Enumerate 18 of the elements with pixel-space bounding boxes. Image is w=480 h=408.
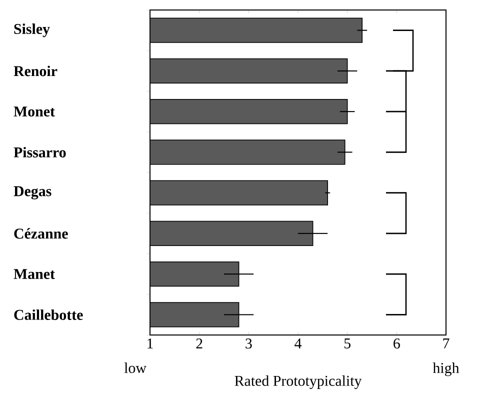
text: low [124,362,146,374]
x-tick-label: 6 [394,338,400,349]
y-tick-label: Cézanne [14,228,68,239]
x-tick-label: 1 [148,338,153,348]
y-tick-label: Caillebotte [14,309,83,320]
y-tick-label: Monet [14,106,55,117]
x-tick-label: 7 [443,338,450,348]
x-tick-label: 5 [344,338,350,348]
text: high [432,362,460,376]
y-tick-label: Manet [14,269,55,280]
x-axis-title: Rated Prototypicality [234,375,362,389]
x-tick-label: 2 [196,338,202,348]
y-tick-label: Sisley [14,24,50,38]
x-tick-label: 3 [246,338,252,349]
y-tick-label: Degas [14,186,52,200]
y-tick-label: Renoir [14,66,58,76]
x-tick-label: 4 [294,338,302,348]
y-tick-label: Pissarro [14,146,66,158]
